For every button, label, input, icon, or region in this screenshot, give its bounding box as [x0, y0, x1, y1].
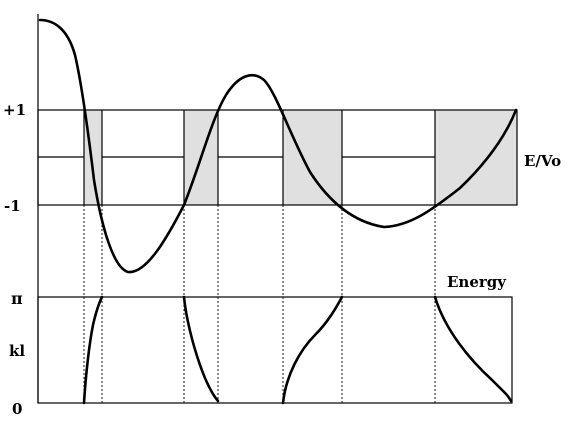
ratio-label: E/Vo [524, 152, 561, 170]
plus-one-label: +1 [3, 101, 26, 119]
lower-panel-frame [37, 296, 513, 404]
minus-one-label: -1 [4, 197, 21, 215]
pi-label: π [11, 289, 23, 308]
band-branch-3 [281, 295, 344, 405]
allowed-band-3 [283, 110, 342, 205]
band-branch-2 [182, 295, 220, 403]
allowed-band-4 [435, 110, 517, 205]
zero-label: 0 [12, 400, 22, 418]
energy-label: Energy [447, 273, 507, 291]
dispersion-function-curve [38, 18, 518, 274]
band-branch-1 [82, 295, 104, 405]
band-branch-4 [433, 295, 513, 403]
kl-label: kl [9, 342, 25, 360]
